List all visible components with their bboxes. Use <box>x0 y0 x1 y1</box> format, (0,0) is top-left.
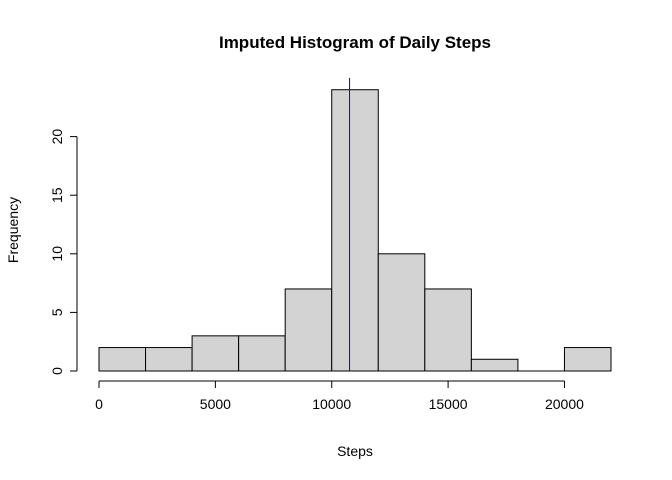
histogram-bar-8 <box>470 358 519 372</box>
x-tick-label-4: 20000 <box>545 396 584 412</box>
histogram-bar-10 <box>563 347 612 372</box>
x-tick-label-2: 10000 <box>312 396 351 412</box>
y-tick-label-2: 10 <box>49 246 65 262</box>
chart-title: Imputed Histogram of Daily Steps <box>219 33 491 52</box>
histogram-bar-7 <box>424 288 472 372</box>
y-tick-label-4: 20 <box>49 129 65 145</box>
x-tick-label-3: 15000 <box>429 396 468 412</box>
histogram-bar-6 <box>377 253 426 372</box>
y-tick-label-0: 0 <box>49 367 65 375</box>
histogram-bar-5 <box>331 89 379 372</box>
histogram-bar-0 <box>98 347 147 372</box>
x-axis-label: Steps <box>337 443 373 459</box>
y-axis-label: Frequency <box>5 197 21 263</box>
histogram-bar-4 <box>284 288 333 372</box>
y-tick-label-1: 5 <box>49 308 65 316</box>
histogram-bar-2 <box>191 335 240 372</box>
x-axis: 0 5000 10000 15000 20000 <box>95 380 584 412</box>
bars-group <box>98 89 612 372</box>
x-tick-label-0: 0 <box>95 396 103 412</box>
y-tick-label-3: 15 <box>49 187 65 203</box>
histogram-bar-3 <box>238 335 286 372</box>
y-axis: 0 5 10 15 20 <box>49 129 78 375</box>
x-tick-label-1: 5000 <box>200 396 231 412</box>
histogram-bar-1 <box>145 347 193 372</box>
